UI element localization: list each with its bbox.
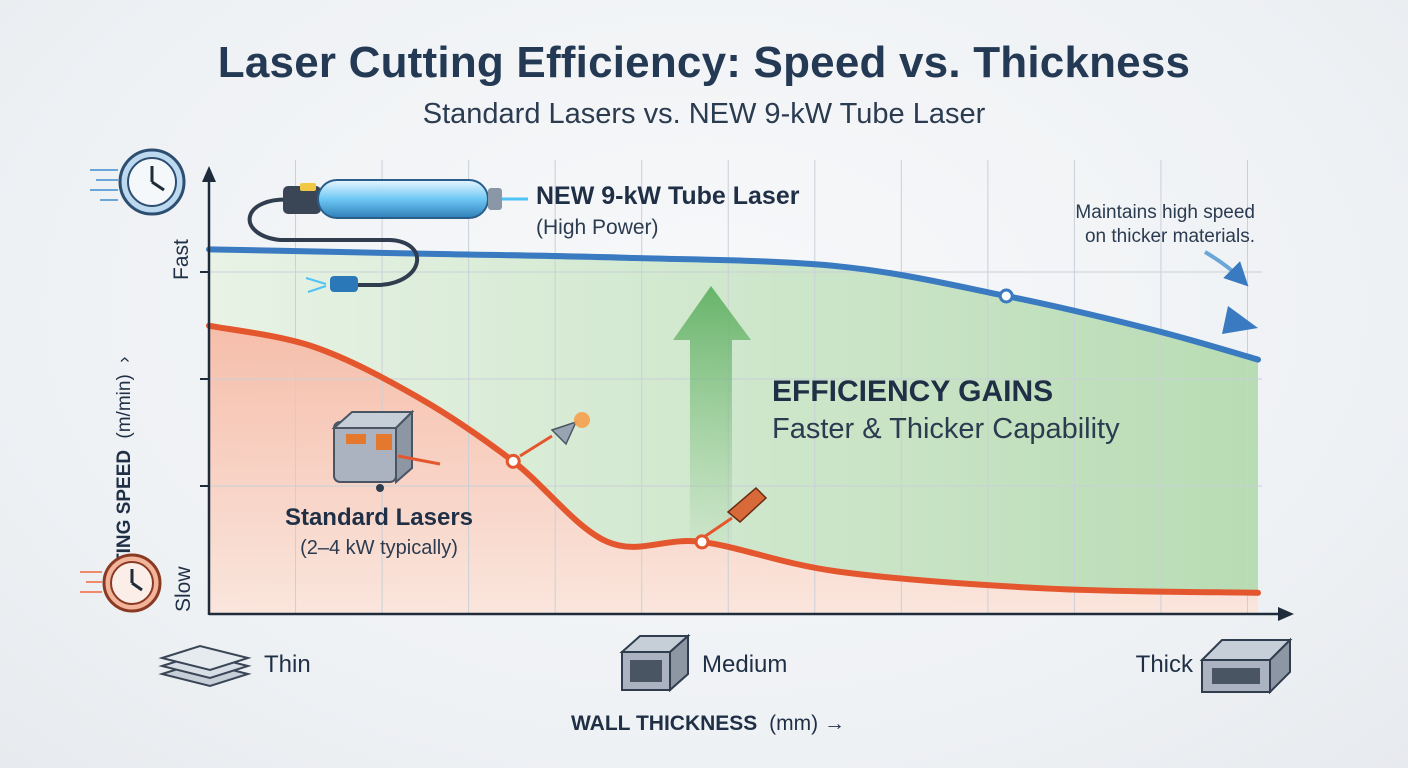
x-tick-thick: Thick: [1136, 651, 1194, 678]
standard-laser-marker: [505, 453, 521, 469]
efficiency-gains-title: EFFICIENCY GAINS: [772, 375, 1053, 408]
x-axis-arrowhead: [1278, 607, 1294, 621]
tube-laser-icon: [247, 179, 528, 293]
x-tick-thin: Thin: [264, 651, 311, 678]
x-axis-label: WALL THICKNESS (mm) →: [571, 712, 845, 735]
chart-subtitle: Standard Lasers vs. NEW 9-kW Tube Laser: [422, 98, 986, 130]
y-tick-fast: Fast: [170, 239, 193, 280]
thick-tube-icon: [1199, 637, 1293, 695]
cutting-torch-icon: [703, 486, 768, 539]
standard-laser-icon: [331, 409, 441, 492]
maintains-line-2: on thicker materials.: [1085, 226, 1255, 247]
y-tick-slow: Slow: [172, 566, 195, 612]
y-axis-arrowhead: [202, 166, 216, 182]
standard-laser-area: [209, 325, 1258, 614]
series-markers: [505, 288, 1014, 550]
laser-head-icon: [519, 412, 590, 458]
new-laser-title: NEW 9-kW Tube Laser: [536, 182, 800, 210]
fast-clock-icon: [90, 148, 186, 216]
y-axis-direction: ›: [114, 357, 135, 363]
x-axis-title: WALL THICKNESS: [571, 712, 757, 735]
standard-laser-subtitle: (2–4 kW typically): [300, 537, 458, 559]
maintains-line-1: Maintains high speed: [1075, 202, 1255, 223]
efficiency-up-arrow: [673, 286, 751, 545]
x-axis-unit: (mm) →: [769, 712, 845, 735]
standard-laser-marker: [694, 534, 710, 550]
medium-tube-icon: [619, 633, 691, 693]
y-axis-unit: (m/min): [114, 374, 135, 438]
new-laser-subtitle: (High Power): [536, 216, 659, 239]
chart-title: Laser Cutting Efficiency: Speed vs. Thic…: [217, 38, 1191, 87]
efficiency-gains-subtitle: Faster & Thicker Capability: [772, 413, 1120, 445]
slow-clock-icon: [80, 553, 162, 613]
maintains-arrow-icon: [1203, 250, 1249, 287]
new-laser-marker: [998, 288, 1014, 304]
efficiency-gain-area: [209, 249, 1258, 593]
x-tick-medium: Medium: [702, 651, 787, 678]
standard-laser-title: Standard Lasers: [285, 504, 473, 531]
new-laser-arrowhead: [1222, 306, 1258, 334]
series-line-standard-laser: [206, 322, 1261, 596]
y-axis-ticks: [200, 271, 209, 487]
thin-sheets-icon: [158, 644, 252, 688]
